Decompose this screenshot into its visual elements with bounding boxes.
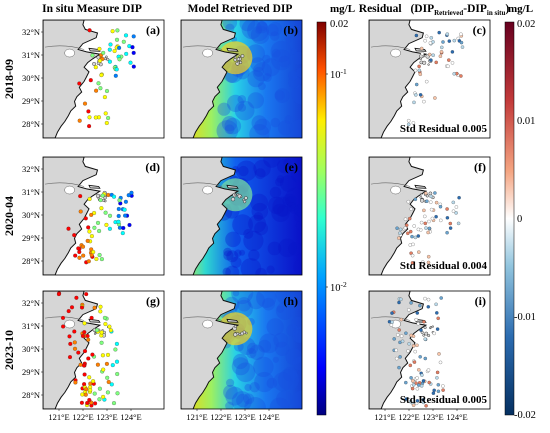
lat-tick-label: 28°N bbox=[22, 390, 40, 400]
std-residual-label: Std Residual 0.004 bbox=[400, 260, 488, 272]
header-model: Model Retrieved DIP bbox=[188, 3, 293, 15]
lat-tick-label: 31°N bbox=[22, 187, 40, 197]
lat-tick-label: 31°N bbox=[22, 50, 40, 60]
row-date-label: 2018-09 bbox=[2, 59, 16, 99]
colorbar-residual-bar bbox=[504, 21, 515, 416]
lat-tick-label: 28°N bbox=[22, 256, 40, 266]
lat-tick-label: 30°N bbox=[22, 344, 40, 354]
panel-label: (b) bbox=[283, 23, 298, 37]
header-insitu: In situ Measure DIP bbox=[42, 3, 142, 15]
lon-tick-label: 122°E bbox=[398, 412, 419, 422]
lon-tick-label: 124°E bbox=[258, 412, 279, 422]
panel-label: (i) bbox=[475, 294, 486, 308]
lat-tick-label: 28°N bbox=[22, 119, 40, 129]
lon-tick-label: 121°E bbox=[374, 412, 395, 422]
map-panel-c: (c) Std Residual 0.005 bbox=[368, 19, 491, 139]
panel-label: (a) bbox=[146, 23, 160, 37]
map-panel-b: (b) bbox=[180, 19, 303, 139]
map-panel-h: (h) 121°E 122°E 123°E 124°E bbox=[180, 290, 303, 422]
colorbar-residual-tick-3: -0.01 bbox=[514, 312, 536, 323]
colorbar-dip-tick-max: 0.02 bbox=[330, 19, 348, 30]
colorbar-dip-tick-1e-1: 10-1 bbox=[330, 67, 347, 81]
lon-tick-label: 122°E bbox=[210, 412, 231, 422]
panel-label: (g) bbox=[146, 294, 160, 308]
panel-label: (e) bbox=[285, 160, 298, 174]
std-residual-label: Std Residual 0.005 bbox=[400, 394, 488, 406]
lat-tick-label: 31°N bbox=[22, 321, 40, 331]
lat-tick-label: 29°N bbox=[22, 367, 40, 377]
panel-label: (h) bbox=[283, 294, 298, 308]
colorbar-dip: mg/L 0.02 10-1 10-2 bbox=[316, 3, 355, 416]
header-residual: Residual (DIPRetrieved-DIPin situ) bbox=[359, 3, 510, 17]
map-panel-a: (a) 32°N 31°N 30°N 29°N 28°N bbox=[22, 19, 165, 139]
lat-tick-label: 29°N bbox=[22, 233, 40, 243]
colorbar-dip-bar bbox=[316, 21, 327, 416]
map-panel-f: (f) Std Residual 0.004 bbox=[368, 156, 491, 276]
colorbar-dip-unit: mg/L bbox=[330, 3, 355, 15]
lon-tick-label: 121°E bbox=[48, 412, 69, 422]
lat-tick-label: 32°N bbox=[22, 298, 40, 308]
lon-tick-label: 124°E bbox=[120, 412, 141, 422]
colorbar-dip-tick-1e-2: 10-2 bbox=[330, 280, 347, 294]
map-panel-i: (i) Std Residual 0.005 121°E 122°E 123°E 124°… bbox=[368, 290, 491, 422]
lon-tick-label: 122°E bbox=[72, 412, 93, 422]
map-panel-g: (g) 32°N 31°N 30°N 29°N 28°N 121°E 122°E 123°E 12… bbox=[22, 290, 165, 422]
colorbar-residual-tick-2: 0 bbox=[517, 214, 522, 225]
row-date-label: 2023-10 bbox=[2, 330, 16, 370]
map-panel-e: (e) bbox=[180, 156, 303, 276]
panel-label: (f) bbox=[474, 160, 486, 174]
colorbar-residual-tick-0: 0.02 bbox=[517, 19, 535, 30]
colorbar-residual-tick-1: 0.01 bbox=[517, 116, 535, 127]
map-panel-d: (d) 32°N 31°N 30°N 29°N 28°N bbox=[22, 156, 165, 276]
lon-tick-label: 123°E bbox=[234, 412, 255, 422]
lat-tick-label: 32°N bbox=[22, 27, 40, 37]
lon-tick-label: 124°E bbox=[446, 412, 467, 422]
lat-tick-label: 30°N bbox=[22, 210, 40, 220]
row-date-label: 2020-04 bbox=[2, 196, 16, 236]
lon-tick-label: 123°E bbox=[422, 412, 443, 422]
colorbar-residual: mg/L 0.02 0.01 0 -0.01 -0.02 bbox=[504, 3, 536, 421]
lon-tick-label: 121°E bbox=[186, 412, 207, 422]
std-residual-label: Std Residual 0.005 bbox=[400, 123, 488, 135]
colorbar-residual-unit: mg/L bbox=[508, 3, 533, 15]
panel-label: (c) bbox=[473, 23, 486, 37]
panel-label: (d) bbox=[145, 160, 160, 174]
lat-tick-label: 32°N bbox=[22, 164, 40, 174]
lat-tick-label: 30°N bbox=[22, 73, 40, 83]
lat-tick-label: 29°N bbox=[22, 96, 40, 106]
colorbar-residual-tick-4: -0.02 bbox=[514, 410, 536, 421]
lon-tick-label: 123°E bbox=[96, 412, 117, 422]
